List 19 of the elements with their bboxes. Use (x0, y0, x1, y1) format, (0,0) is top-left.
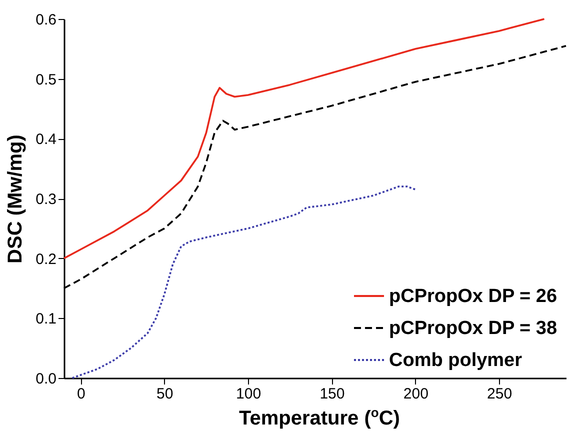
y-tick-label: 0.3 (36, 191, 56, 208)
y-axis-title: DSC (Mw/mg) (4, 134, 27, 264)
y-tick-label: 0.0 (36, 370, 56, 388)
x-tick-label: 0 (77, 386, 86, 402)
legend-label: pCPropOx DP = 38 (389, 318, 558, 339)
x-tick-label: 50 (156, 386, 174, 402)
y-tick-label: 0.5 (36, 71, 56, 88)
line-series (63, 18, 546, 260)
y-tick-label: 0.4 (36, 131, 56, 148)
y-tick-label: 0.1 (36, 310, 56, 328)
x-tick-label: 250 (487, 386, 512, 402)
x-axis-title: Temperature ($^{o}$C) (238, 405, 401, 431)
x-tick-label: 200 (403, 386, 428, 402)
x-tick-label: 100 (236, 386, 262, 402)
y-tick-label: 0.6 (36, 12, 56, 28)
legend-label: Comb polymer (389, 350, 523, 371)
x-tick-label: 150 (320, 386, 345, 402)
legend-label: pCPropOx DP = 26 (389, 286, 558, 307)
y-tick-label: 0.2 (36, 250, 56, 268)
